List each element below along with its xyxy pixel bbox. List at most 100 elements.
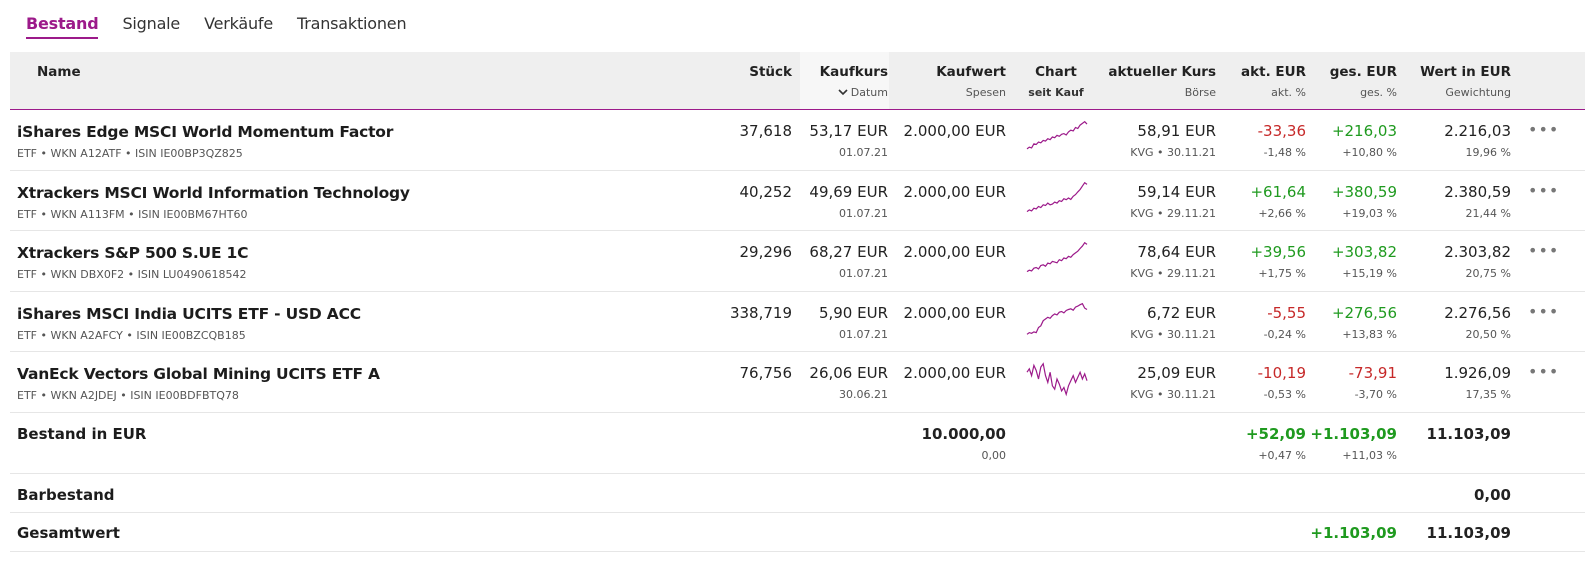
wert-value: 2.303,82 — [1444, 243, 1511, 261]
header-datum[interactable]: Datum — [798, 86, 888, 99]
kaufdatum-value: 01.07.21 — [839, 146, 888, 159]
header-name[interactable]: Name — [37, 64, 81, 80]
summary-gesamt-row: Gesamtwert +1.103,09 11.103,09 — [10, 513, 1585, 552]
more-icon[interactable]: ••• — [1528, 120, 1560, 139]
tab-transaktionen[interactable]: Transaktionen — [297, 14, 407, 33]
kurs-value: 78,64 EUR — [1137, 243, 1216, 261]
kaufdatum-value: 01.07.21 — [839, 267, 888, 280]
security-meta: ETF • WKN A12ATF • ISIN IE00BP3QZ825 — [17, 147, 243, 160]
akt-pct-value: -0,24 % — [1263, 327, 1306, 341]
sorted-column-highlight — [800, 52, 889, 109]
stueck-value: 76,756 — [739, 364, 793, 382]
table-row[interactable]: Xtrackers S&P 500 S.UE 1C ETF • WKN DBX0… — [10, 231, 1585, 292]
table-row[interactable]: iShares MSCI India UCITS ETF - USD ACC E… — [10, 292, 1585, 352]
stueck-value: 338,719 — [729, 303, 792, 322]
ges-pct-value: +15,19 % — [1342, 267, 1397, 280]
header-gewichtung: Gewichtung — [1445, 86, 1511, 99]
header-akt-eur[interactable]: akt. EUR — [1241, 64, 1306, 80]
security-name[interactable]: iShares MSCI India UCITS ETF - USD ACC — [17, 304, 361, 323]
sparkline-line — [1026, 362, 1088, 397]
summary-barbestand-label: Barbestand — [17, 485, 115, 504]
kaufwert-value: 2.000,00 EUR — [903, 303, 1006, 322]
summary-barbestand-row: Barbestand 0,00 — [10, 474, 1585, 513]
kaufkurs-value: 49,69 EUR — [809, 182, 888, 201]
security-name[interactable]: VanEck Vectors Global Mining UCITS ETF A — [17, 365, 380, 383]
more-icon[interactable]: ••• — [1528, 180, 1560, 200]
stueck-value: 29,296 — [739, 243, 793, 261]
kaufkurs-value: 26,06 EUR — [809, 364, 888, 382]
header-ges-pct: ges. % — [1360, 86, 1397, 99]
kaufdatum-value: 01.07.21 — [839, 206, 888, 220]
sparkline-chart[interactable] — [1025, 358, 1089, 400]
sparkline-line — [1026, 241, 1088, 273]
kurs-value: 59,14 EUR — [1137, 182, 1216, 201]
header-seit-kauf: seit Kauf — [1028, 86, 1084, 99]
header-akt-pct: akt. % — [1271, 86, 1306, 99]
kaufwert-value: 2.000,00 EUR — [903, 122, 1006, 140]
more-icon[interactable]: ••• — [1528, 241, 1560, 260]
ges-pct-value: +19,03 % — [1342, 206, 1397, 220]
ges-eur-value: +380,59 — [1331, 182, 1397, 201]
sparkline-chart[interactable] — [1025, 298, 1089, 340]
table-row[interactable]: Xtrackers MSCI World Information Technol… — [10, 171, 1585, 231]
header-stueck[interactable]: Stück — [749, 64, 792, 80]
header-ges-eur[interactable]: ges. EUR — [1329, 64, 1397, 80]
gewichtung-value: 21,44 % — [1465, 206, 1511, 220]
security-name[interactable]: Xtrackers S&P 500 S.UE 1C — [17, 244, 249, 262]
summary-gesamt-label: Gesamtwert — [17, 523, 120, 542]
more-icon[interactable]: ••• — [1528, 362, 1560, 381]
security-meta: ETF • WKN A2JDEJ • ISIN IE00BDFBTQ78 — [17, 389, 239, 402]
summary-spesen: 0,00 — [981, 448, 1007, 462]
sparkline-line — [1026, 120, 1088, 150]
security-name[interactable]: iShares Edge MSCI World Momentum Factor — [17, 123, 394, 141]
tab-signale[interactable]: Signale — [122, 14, 181, 33]
akt-pct-value: +1,75 % — [1258, 267, 1306, 280]
security-name[interactable]: Xtrackers MSCI World Information Technol… — [17, 183, 410, 202]
tab-bestand[interactable]: Bestand — [26, 0, 99, 39]
holdings-table: Name Stück Kaufkurs Datum Kaufwert Spese… — [10, 52, 1585, 552]
more-icon[interactable]: ••• — [1528, 301, 1560, 321]
summary-gesamt-ges-eur: +1.103,09 — [1310, 523, 1397, 542]
header-spesen: Spesen — [965, 86, 1006, 99]
boerse-value: KVG • 30.11.21 — [1130, 146, 1216, 159]
summary-ges-pct: +11,03 % — [1342, 448, 1397, 462]
akt-pct-value: +2,66 % — [1258, 206, 1306, 220]
table-header: Name Stück Kaufkurs Datum Kaufwert Spese… — [10, 52, 1585, 110]
ges-eur-value: +303,82 — [1331, 243, 1397, 261]
security-meta: ETF • WKN A113FM • ISIN IE00BM67HT60 — [17, 207, 248, 221]
kaufwert-value: 2.000,00 EUR — [903, 364, 1006, 382]
tab-verkaeufe[interactable]: Verkäufe — [204, 14, 273, 33]
header-wert[interactable]: Wert in EUR — [1420, 64, 1511, 80]
chevron-down-icon — [838, 89, 848, 96]
sparkline-chart[interactable] — [1025, 177, 1089, 219]
header-chart[interactable]: Chart — [1035, 64, 1077, 80]
sparkline-chart[interactable] — [1025, 237, 1089, 279]
kurs-value: 25,09 EUR — [1137, 364, 1216, 382]
header-kaufkurs[interactable]: Kaufkurs — [819, 64, 888, 80]
boerse-value: KVG • 30.11.21 — [1130, 327, 1216, 341]
table-row[interactable]: iShares Edge MSCI World Momentum Factor … — [10, 110, 1585, 171]
ges-pct-value: +13,83 % — [1342, 327, 1397, 341]
stueck-value: 40,252 — [739, 182, 793, 201]
ges-eur-value: +216,03 — [1331, 122, 1397, 140]
security-meta: ETF • WKN DBX0F2 • ISIN LU0490618542 — [17, 268, 247, 281]
akt-eur-value: +39,56 — [1250, 243, 1306, 261]
akt-eur-value: -10,19 — [1257, 364, 1306, 382]
kaufdatum-value: 01.07.21 — [839, 327, 888, 341]
summary-wert: 11.103,09 — [1426, 424, 1511, 443]
sparkline-line — [1026, 302, 1088, 335]
header-aktueller-kurs[interactable]: aktueller Kurs — [1108, 64, 1216, 80]
summary-ges-eur: +1.103,09 — [1310, 424, 1397, 443]
header-kaufwert[interactable]: Kaufwert — [936, 64, 1006, 80]
kurs-value: 6,72 EUR — [1146, 303, 1216, 322]
security-meta: ETF • WKN A2AFCY • ISIN IE00BZCQB185 — [17, 328, 246, 342]
akt-eur-value: +61,64 — [1250, 182, 1306, 201]
wert-value: 2.380,59 — [1444, 182, 1511, 201]
kaufkurs-value: 5,90 EUR — [818, 303, 888, 322]
table-row[interactable]: VanEck Vectors Global Mining UCITS ETF A… — [10, 352, 1585, 413]
akt-eur-value: -33,36 — [1257, 122, 1306, 140]
kaufwert-value: 2.000,00 EUR — [903, 182, 1006, 201]
wert-value: 1.926,09 — [1444, 364, 1511, 382]
boerse-value: KVG • 29.11.21 — [1130, 267, 1216, 280]
sparkline-chart[interactable] — [1025, 116, 1089, 158]
